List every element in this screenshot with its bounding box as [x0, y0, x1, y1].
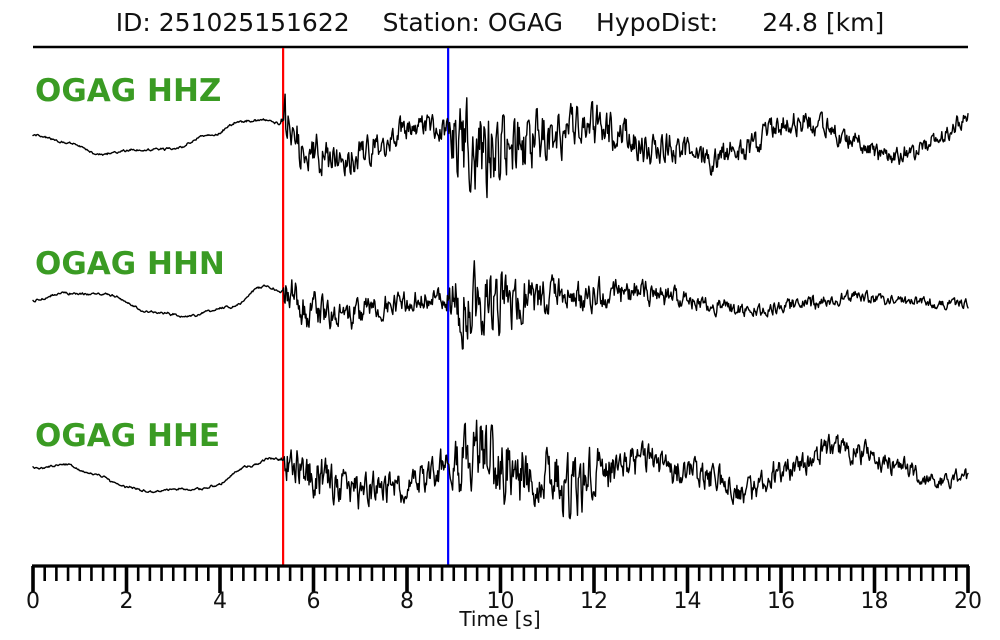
event-id-value: 251025151622 — [158, 8, 350, 37]
x-axis-tick-label: 10 — [487, 589, 515, 614]
header-title: ID: 251025151622 Station: OGAG HypoDist:… — [0, 8, 1000, 42]
time-axis: 0 2 4 6 8 10 12 14 16 18 20 — [26, 564, 982, 614]
x-axis-tick-label: 2 — [120, 589, 134, 614]
trace-label-hhz: OGAG HHZ — [35, 73, 222, 109]
x-axis-tick-label: 14 — [674, 589, 702, 614]
station-value: OGAG — [487, 8, 564, 37]
x-axis-tick-label: 12 — [580, 589, 608, 614]
x-axis-tick-label: 8 — [400, 589, 414, 614]
x-axis-tick-label: 18 — [861, 589, 889, 614]
waveform-traces — [32, 93, 969, 520]
x-axis-tick-label: 6 — [307, 589, 321, 614]
trace-label-hhe: OGAG HHE — [35, 418, 221, 454]
x-axis-tick-label: 20 — [954, 589, 982, 614]
trace-label-hhn: OGAG HHN — [35, 246, 225, 282]
x-axis-tick-label: 4 — [213, 589, 227, 614]
trace-waveform-hhz — [32, 93, 969, 199]
x-axis-tick-label: 16 — [767, 589, 795, 614]
event-id-label: ID: — [115, 8, 151, 37]
station-label: Station: — [382, 8, 480, 37]
hypodist-unit: [km] — [825, 8, 885, 37]
hypodist-value: 24.8 — [762, 8, 818, 37]
pick-lines — [282, 48, 450, 565]
hypodist-label: HypoDist: — [596, 8, 719, 37]
x-axis-label: Time [s] — [458, 607, 540, 631]
x-axis-tick-label: 0 — [26, 589, 40, 614]
trace-waveform-hhe — [32, 419, 969, 520]
trace-waveform-hhn — [32, 260, 969, 350]
